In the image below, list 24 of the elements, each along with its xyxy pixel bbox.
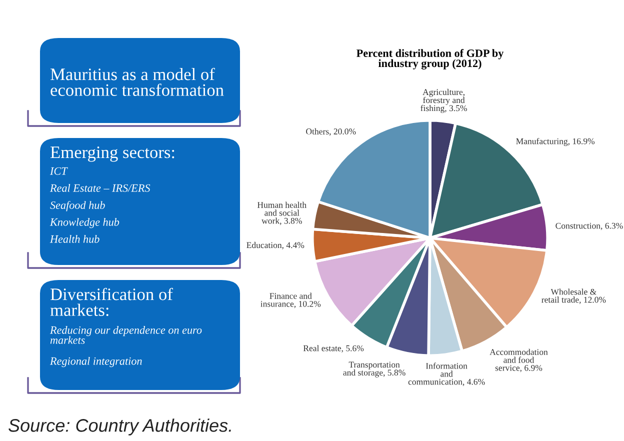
text: Reducing our dependence on euro markets [50,326,202,344]
slice-label: Education, 4.4% [246,242,304,250]
text: Emerging sectors: [50,146,174,162]
slice-label: Finance and insurance, 10.2% [260,292,321,308]
text: Real Estate – IRS/ERS [50,184,150,192]
source-note: Source: Country Authorities. [8,418,231,436]
slice-label: Information and communication, 4.6% [408,362,485,386]
slice-label: Construction, 6.3% [556,222,623,230]
slice-label: Manufacturing, 16.9% [516,138,595,146]
slice-label: Wholesale & retail trade, 12.0% [542,288,606,304]
slice-label: Accommodation and food service, 6.9% [490,348,548,372]
slice-label: Agriculture, forestry and fishing, 3.5% [420,88,467,113]
slice-label: Others, 20.0% [306,128,356,136]
text: Diversification of markets: [50,288,173,316]
text: Seafood hub [50,201,105,212]
text: Regional integration [50,357,142,368]
chart-title: Percent distribution of GDP by industry group (2012) [356,49,504,70]
text: ICT [50,167,68,175]
slice-label: Human health and social work, 3.8% [257,202,306,226]
text: Mauritius as a model of economic transformation [50,68,224,96]
text: Knowledge hub [50,218,120,228]
text: Health hub [50,235,100,243]
slice-label: Real estate, 5.6% [303,345,364,352]
slice-label: Transportation and storage, 5.8% [343,362,406,378]
